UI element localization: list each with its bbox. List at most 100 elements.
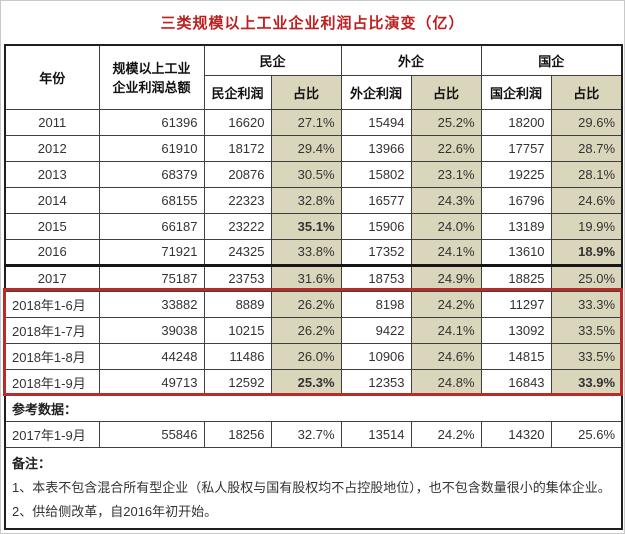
- cell-foreign-share: 23.1%: [410, 160, 482, 188]
- cell-state-share: 28.1%: [550, 160, 623, 188]
- cell-total: 71921: [98, 238, 205, 266]
- cell-state-profit: 16796: [480, 186, 552, 214]
- table-row-2018: 2018年1-9月 49713 12592 25.3% 12353 24.8% …: [4, 368, 623, 396]
- cell-foreign-share: 24.2%: [410, 420, 482, 448]
- header-private-share: 占比: [270, 74, 342, 110]
- cell-state-share: 24.6%: [550, 186, 623, 214]
- header-state-share: 占比: [550, 74, 623, 110]
- cell-foreign-profit: 15906: [340, 212, 412, 240]
- notes-block: 备注： 1、本表不包含混合所有型企业（私人股权与国有股权均不占控股地位），也不包…: [4, 446, 623, 529]
- cell-foreign-share: 24.1%: [410, 316, 482, 344]
- header-total: 规模以上工业 企业利润总额: [98, 44, 205, 110]
- cell-private-profit: 23222: [203, 212, 272, 240]
- header-year: 年份: [4, 44, 100, 110]
- cell-private-share: 27.1%: [270, 108, 342, 136]
- cell-year: 2016: [4, 238, 100, 266]
- cell-private-profit: 20876: [203, 160, 272, 188]
- cell-foreign-profit: 15494: [340, 108, 412, 136]
- notes-title: 备注：: [12, 455, 52, 471]
- cell-foreign-profit: 18753: [340, 263, 412, 292]
- cell-private-share-highlight: 25.3%: [270, 368, 342, 396]
- cell-private-share: 33.8%: [270, 238, 342, 266]
- cell-total: 61396: [98, 108, 205, 136]
- header-group-state: 国企: [480, 44, 623, 76]
- cell-state-share: 25.6%: [550, 420, 623, 448]
- cell-private-profit: 11486: [203, 342, 272, 370]
- reference-label-row: 参考数据：: [4, 394, 623, 422]
- cell-foreign-profit: 15802: [340, 160, 412, 188]
- cell-state-share: 29.6%: [550, 108, 623, 136]
- cell-foreign-share: 24.8%: [410, 368, 482, 396]
- cell-foreign-profit: 10906: [340, 342, 412, 370]
- cell-state-profit: 13092: [480, 316, 552, 344]
- cell-year: 2017: [4, 263, 100, 292]
- cell-state-profit: 14320: [480, 420, 552, 448]
- cell-foreign-profit: 12353: [340, 368, 412, 396]
- cell-foreign-share: 24.9%: [410, 263, 482, 292]
- cell-state-profit: 13610: [480, 238, 552, 266]
- table-row: 2013 68379 20876 30.5% 15802 23.1% 19225…: [4, 160, 623, 188]
- cell-total: 75187: [98, 263, 205, 292]
- cell-total: 68155: [98, 186, 205, 214]
- header-total-line1: 规模以上工业: [112, 61, 191, 77]
- table-row: 2012 61910 18172 29.4% 13966 22.6% 17757…: [4, 134, 623, 162]
- cell-total: 61910: [98, 134, 205, 162]
- cell-private-share: 32.7%: [270, 420, 342, 448]
- cell-private-profit: 8889: [203, 290, 272, 318]
- cell-state-profit: 13189: [480, 212, 552, 240]
- notes-row: 备注： 1、本表不包含混合所有型企业（私人股权与国有股权均不占控股地位），也不包…: [4, 446, 623, 529]
- header-group-private: 民企: [203, 44, 342, 76]
- cell-total: 39038: [98, 316, 205, 344]
- cell-private-share: 31.6%: [270, 263, 342, 292]
- table-row: 2015 66187 23222 35.1% 15906 24.0% 13189…: [4, 212, 623, 240]
- cell-year: 2015: [4, 212, 100, 240]
- cell-year: 2018年1-7月: [4, 316, 100, 344]
- cell-private-profit: 16620: [203, 108, 272, 136]
- cell-foreign-profit: 8198: [340, 290, 412, 318]
- cell-foreign-profit: 13514: [340, 420, 412, 448]
- cell-state-share: 19.9%: [550, 212, 623, 240]
- reference-label: 参考数据：: [4, 394, 623, 422]
- cell-private-profit: 24325: [203, 238, 272, 266]
- cell-total: 68379: [98, 160, 205, 188]
- cell-foreign-profit: 17352: [340, 238, 412, 266]
- header-state-profit: 国企利润: [480, 74, 552, 110]
- cell-total: 44248: [98, 342, 205, 370]
- cell-state-profit: 14815: [480, 342, 552, 370]
- cell-foreign-profit: 16577: [340, 186, 412, 214]
- cell-year: 2012: [4, 134, 100, 162]
- cell-total: 33882: [98, 290, 205, 318]
- profit-table: 年份 规模以上工业 企业利润总额 民企 外企 国企 民企利润 占比 外企利润 占…: [4, 44, 624, 530]
- cell-year: 2013: [4, 160, 100, 188]
- cell-foreign-share: 25.2%: [410, 108, 482, 136]
- table-row: 2014 68155 22323 32.8% 16577 24.3% 16796…: [4, 186, 623, 214]
- cell-year: 2014: [4, 186, 100, 214]
- table-row: 2011 61396 16620 27.1% 15494 25.2% 18200…: [4, 108, 623, 136]
- table-row-2018: 2018年1-7月 39038 10215 26.2% 9422 24.1% 1…: [4, 316, 623, 344]
- header-row-subcolumns: 民企利润 占比 外企利润 占比 国企利润 占比: [5, 74, 623, 110]
- cell-year: 2018年1-9月: [4, 368, 100, 396]
- cell-foreign-share: 24.3%: [410, 186, 482, 214]
- cell-state-profit: 11297: [480, 290, 552, 318]
- cell-state-profit: 18825: [480, 263, 552, 292]
- header-foreign-profit: 外企利润: [340, 74, 412, 110]
- cell-total: 49713: [98, 368, 205, 396]
- cell-private-share: 32.8%: [270, 186, 342, 214]
- cell-state-share: 33.5%: [550, 342, 623, 370]
- cell-private-share: 26.2%: [270, 316, 342, 344]
- table-row-2018: 2018年1-6月 33882 8889 26.2% 8198 24.2% 11…: [4, 290, 623, 318]
- table-row-2018: 2018年1-8月 44248 11486 26.0% 10906 24.6% …: [4, 342, 623, 370]
- cell-foreign-share: 24.0%: [410, 212, 482, 240]
- cell-foreign-share: 22.6%: [410, 134, 482, 162]
- reference-data-row: 2017年1-9月 55846 18256 32.7% 13514 24.2% …: [4, 420, 623, 448]
- cell-state-share: 25.0%: [550, 263, 623, 292]
- cell-foreign-profit: 9422: [340, 316, 412, 344]
- cell-private-profit: 18256: [203, 420, 272, 448]
- cell-year: 2017年1-9月: [4, 420, 100, 448]
- cell-year: 2018年1-6月: [4, 290, 100, 318]
- cell-year: 2011: [4, 108, 100, 136]
- note-1: 1、本表不包含混合所有型企业（私人股权与国有股权均不占控股地位），也不包含数量很…: [12, 479, 611, 495]
- cell-foreign-share: 24.1%: [410, 238, 482, 266]
- note-2: 2、供给侧改革，自2016年初开始。: [12, 503, 218, 519]
- cell-foreign-share: 24.6%: [410, 342, 482, 370]
